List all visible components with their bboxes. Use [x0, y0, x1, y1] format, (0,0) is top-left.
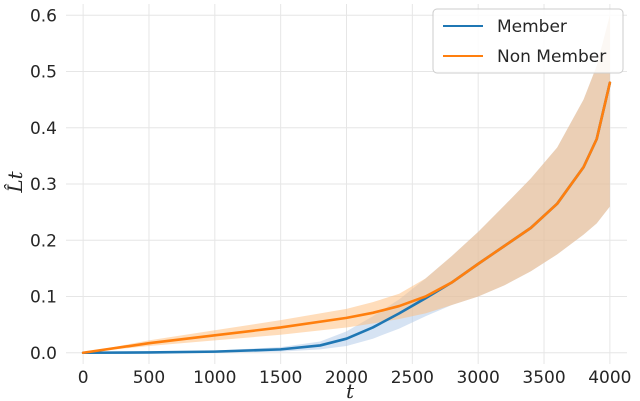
y-tick-labels: 0.0 0.1 0.2 0.3 0.4 0.5 0.6 [30, 6, 57, 364]
x-tick-label-1: 500 [133, 368, 165, 388]
x-tick-label-0: 0 [78, 368, 89, 388]
x-tick-label-5: 2500 [391, 368, 434, 388]
x-tick-label-4: 2000 [325, 368, 368, 388]
y-tick-label-0: 0.0 [30, 344, 57, 364]
non-member-line [81, 81, 612, 355]
x-tick-label-6: 3000 [457, 368, 500, 388]
non-member-band [83, 15, 610, 353]
y-tick-label-2: 0.2 [30, 231, 57, 251]
legend: Member Non Member [432, 8, 624, 74]
y-tick-label-5: 0.5 [30, 63, 57, 83]
x-tick-label-7: 3500 [522, 368, 565, 388]
y-tick-label-6: 0.6 [30, 6, 57, 26]
y-tick-label-4: 0.4 [30, 119, 57, 139]
legend-label-non-member: Non Member [497, 47, 606, 67]
x-tick-label-3: 1500 [259, 368, 302, 388]
y-tick-label-3: 0.3 [30, 175, 57, 195]
x-tick-label-2: 1000 [193, 368, 236, 388]
legend-label-member: Member [497, 17, 567, 37]
x-tick-label-8: 4000 [588, 368, 631, 388]
y-tick-label-1: 0.1 [30, 288, 57, 308]
confidence-bands [83, 15, 610, 353]
x-axis-label: t [346, 379, 355, 401]
x-tick-labels: 0 500 1000 1500 2000 2500 3000 3500 4000 [78, 368, 632, 388]
series-lines [81, 81, 612, 355]
y-axis-label: L̂t [3, 170, 27, 193]
